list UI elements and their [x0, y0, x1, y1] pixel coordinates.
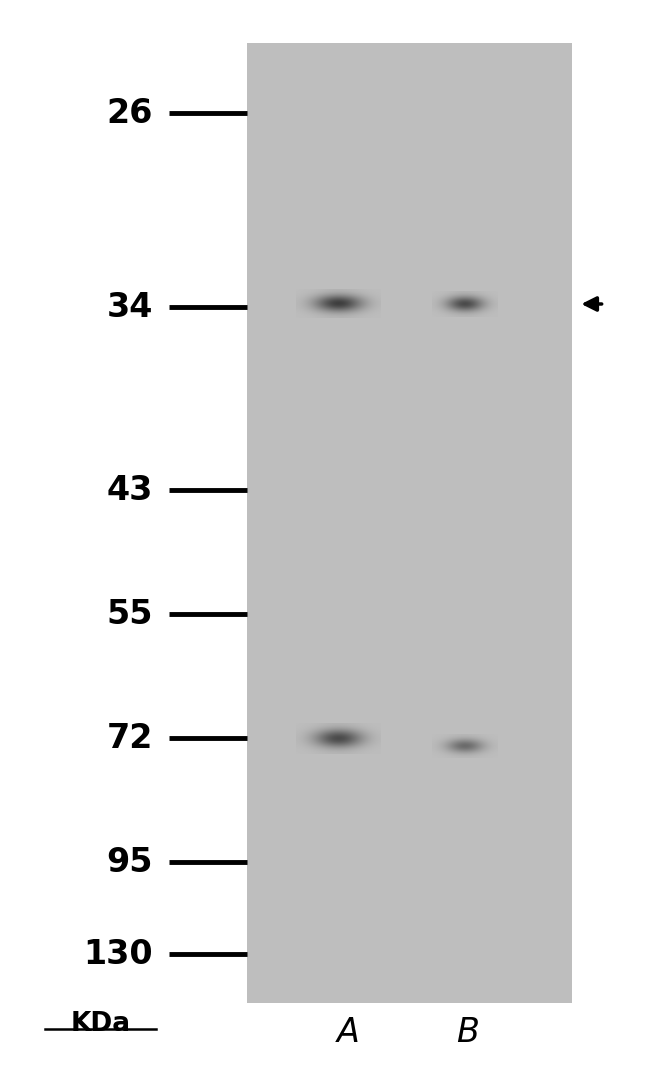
Text: B: B	[456, 1017, 480, 1049]
Text: 72: 72	[107, 722, 153, 755]
Text: 43: 43	[107, 474, 153, 507]
Text: 130: 130	[83, 938, 153, 970]
Text: 26: 26	[107, 97, 153, 129]
Text: A: A	[336, 1017, 359, 1049]
Text: 95: 95	[106, 846, 153, 879]
Text: KDa: KDa	[71, 1011, 131, 1037]
Text: 55: 55	[106, 598, 153, 631]
Bar	[247, 43, 572, 1003]
Text: 34: 34	[107, 291, 153, 323]
